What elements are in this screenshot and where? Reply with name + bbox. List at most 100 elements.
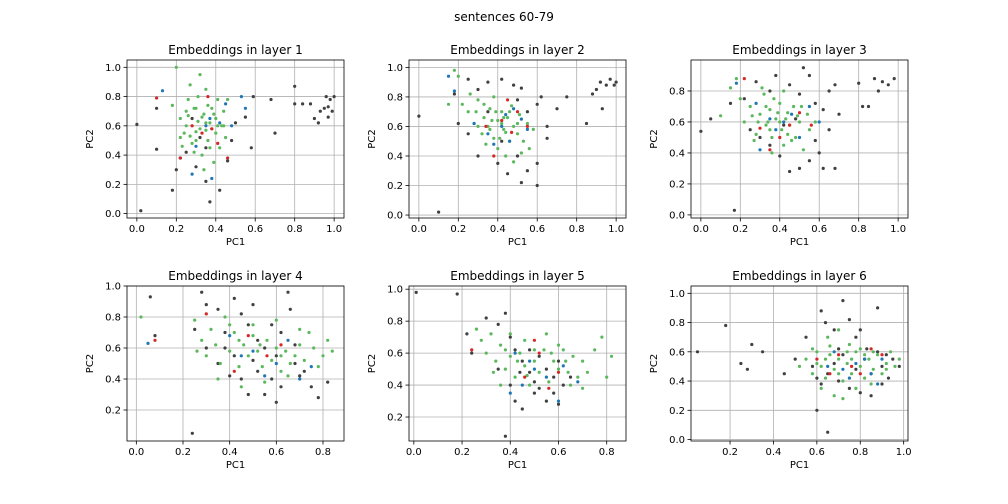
- scatter-point: [204, 87, 208, 91]
- x-tick-label: 0.6: [809, 447, 825, 458]
- scatter-point: [232, 369, 236, 373]
- scatter-point: [872, 77, 877, 81]
- scatter-point: [298, 374, 302, 378]
- scatter-point: [528, 348, 532, 352]
- scatter-point: [532, 391, 537, 395]
- scatter-point: [861, 104, 865, 109]
- scatter-point: [504, 154, 508, 158]
- scatter-point: [739, 361, 743, 366]
- scatter-point: [226, 156, 230, 160]
- scatter-point: [200, 115, 204, 119]
- scatter-point: [561, 383, 565, 387]
- y-tick-label: 1.0: [669, 289, 685, 300]
- x-tick-label: 1.0: [896, 447, 912, 458]
- scatter-point: [869, 372, 873, 376]
- scatter-point: [590, 92, 595, 96]
- scatter-point: [552, 375, 556, 379]
- y-tick-label: 0.4: [105, 151, 121, 162]
- scatter-point: [484, 142, 488, 146]
- scatter-point: [758, 135, 762, 140]
- scatter-point: [251, 95, 255, 99]
- scatter-point: [782, 89, 786, 93]
- scatter-point: [837, 112, 841, 116]
- scatter-point: [754, 80, 758, 84]
- scatter-point: [532, 359, 537, 363]
- scatter-point: [544, 399, 549, 403]
- scatter-point: [326, 338, 330, 342]
- scatter-point: [768, 148, 772, 152]
- scatter-point: [230, 124, 234, 128]
- scatter-point: [502, 127, 506, 131]
- scatter-point: [274, 354, 278, 358]
- scatter-point: [826, 372, 830, 376]
- scatter-point: [511, 107, 516, 111]
- scatter-point: [807, 128, 812, 132]
- scatter-point: [537, 354, 541, 358]
- scatter-point: [223, 330, 227, 335]
- scatter-point: [446, 74, 451, 78]
- scatter-point: [508, 383, 512, 387]
- scatter-point: [307, 330, 311, 335]
- scatter-point: [819, 364, 823, 368]
- figure-suptitle: sentences 60-79: [454, 10, 554, 24]
- scatter-point: [228, 323, 232, 327]
- scatter-point: [863, 376, 867, 380]
- scatter-point: [545, 136, 549, 140]
- scatter-point: [474, 327, 479, 331]
- scatter-point: [813, 138, 817, 143]
- scatter-point: [293, 354, 297, 358]
- scatter-point: [204, 121, 208, 125]
- scatter-point: [230, 138, 234, 143]
- scatter-point: [817, 151, 821, 155]
- scatter-point: [778, 101, 782, 105]
- scatter-point: [170, 103, 174, 107]
- y-tick-label: 0.6: [669, 347, 685, 358]
- scatter-point: [212, 160, 216, 164]
- scatter-point: [186, 114, 190, 118]
- scatter-point: [815, 376, 819, 380]
- scatter-point: [797, 166, 802, 170]
- scatter-point: [813, 101, 817, 105]
- scatter-point: [302, 369, 306, 373]
- y-tick-label: 0.4: [669, 148, 685, 159]
- scatter-point: [178, 135, 182, 140]
- scatter-point: [208, 116, 212, 121]
- scatter-point: [815, 350, 819, 354]
- scatter-point: [778, 120, 782, 124]
- scatter-point: [799, 104, 804, 109]
- scatter-point: [797, 135, 802, 140]
- scatter-point: [224, 102, 228, 106]
- scatter-point: [218, 361, 222, 366]
- scatter-points: [417, 68, 618, 214]
- scatter-point: [204, 124, 208, 128]
- scatter-point: [758, 126, 762, 130]
- scatter-point: [312, 346, 316, 350]
- scatter-point: [508, 391, 512, 395]
- scatter-point: [452, 92, 456, 96]
- scatter-point: [525, 169, 530, 173]
- y-tick-label: 0.8: [105, 92, 121, 103]
- y-tick-label: 0.0: [387, 211, 403, 222]
- scatter-point: [180, 144, 184, 148]
- scatter-point: [813, 120, 817, 124]
- y-tick-label: 0.8: [387, 92, 403, 103]
- scatter-point: [832, 350, 836, 354]
- scatter-point: [600, 335, 604, 339]
- scatter-point: [774, 117, 778, 121]
- scatter-point: [239, 95, 243, 99]
- scatter-point: [826, 364, 830, 368]
- x-tick-label: 0.2: [450, 224, 466, 235]
- scatter-point: [850, 364, 854, 368]
- scatter-point: [284, 349, 288, 353]
- scatter-point: [782, 123, 786, 127]
- scatter-point: [788, 83, 792, 87]
- scatter-point: [880, 357, 884, 361]
- scatter-point: [766, 120, 770, 124]
- scatter-point: [768, 143, 772, 147]
- y-tick-label: 0.2: [669, 179, 685, 190]
- scatter-point: [274, 346, 278, 350]
- scatter-point: [556, 359, 561, 363]
- scatter-point: [525, 121, 530, 126]
- scatter-point: [837, 372, 841, 376]
- scatter-point: [153, 334, 157, 338]
